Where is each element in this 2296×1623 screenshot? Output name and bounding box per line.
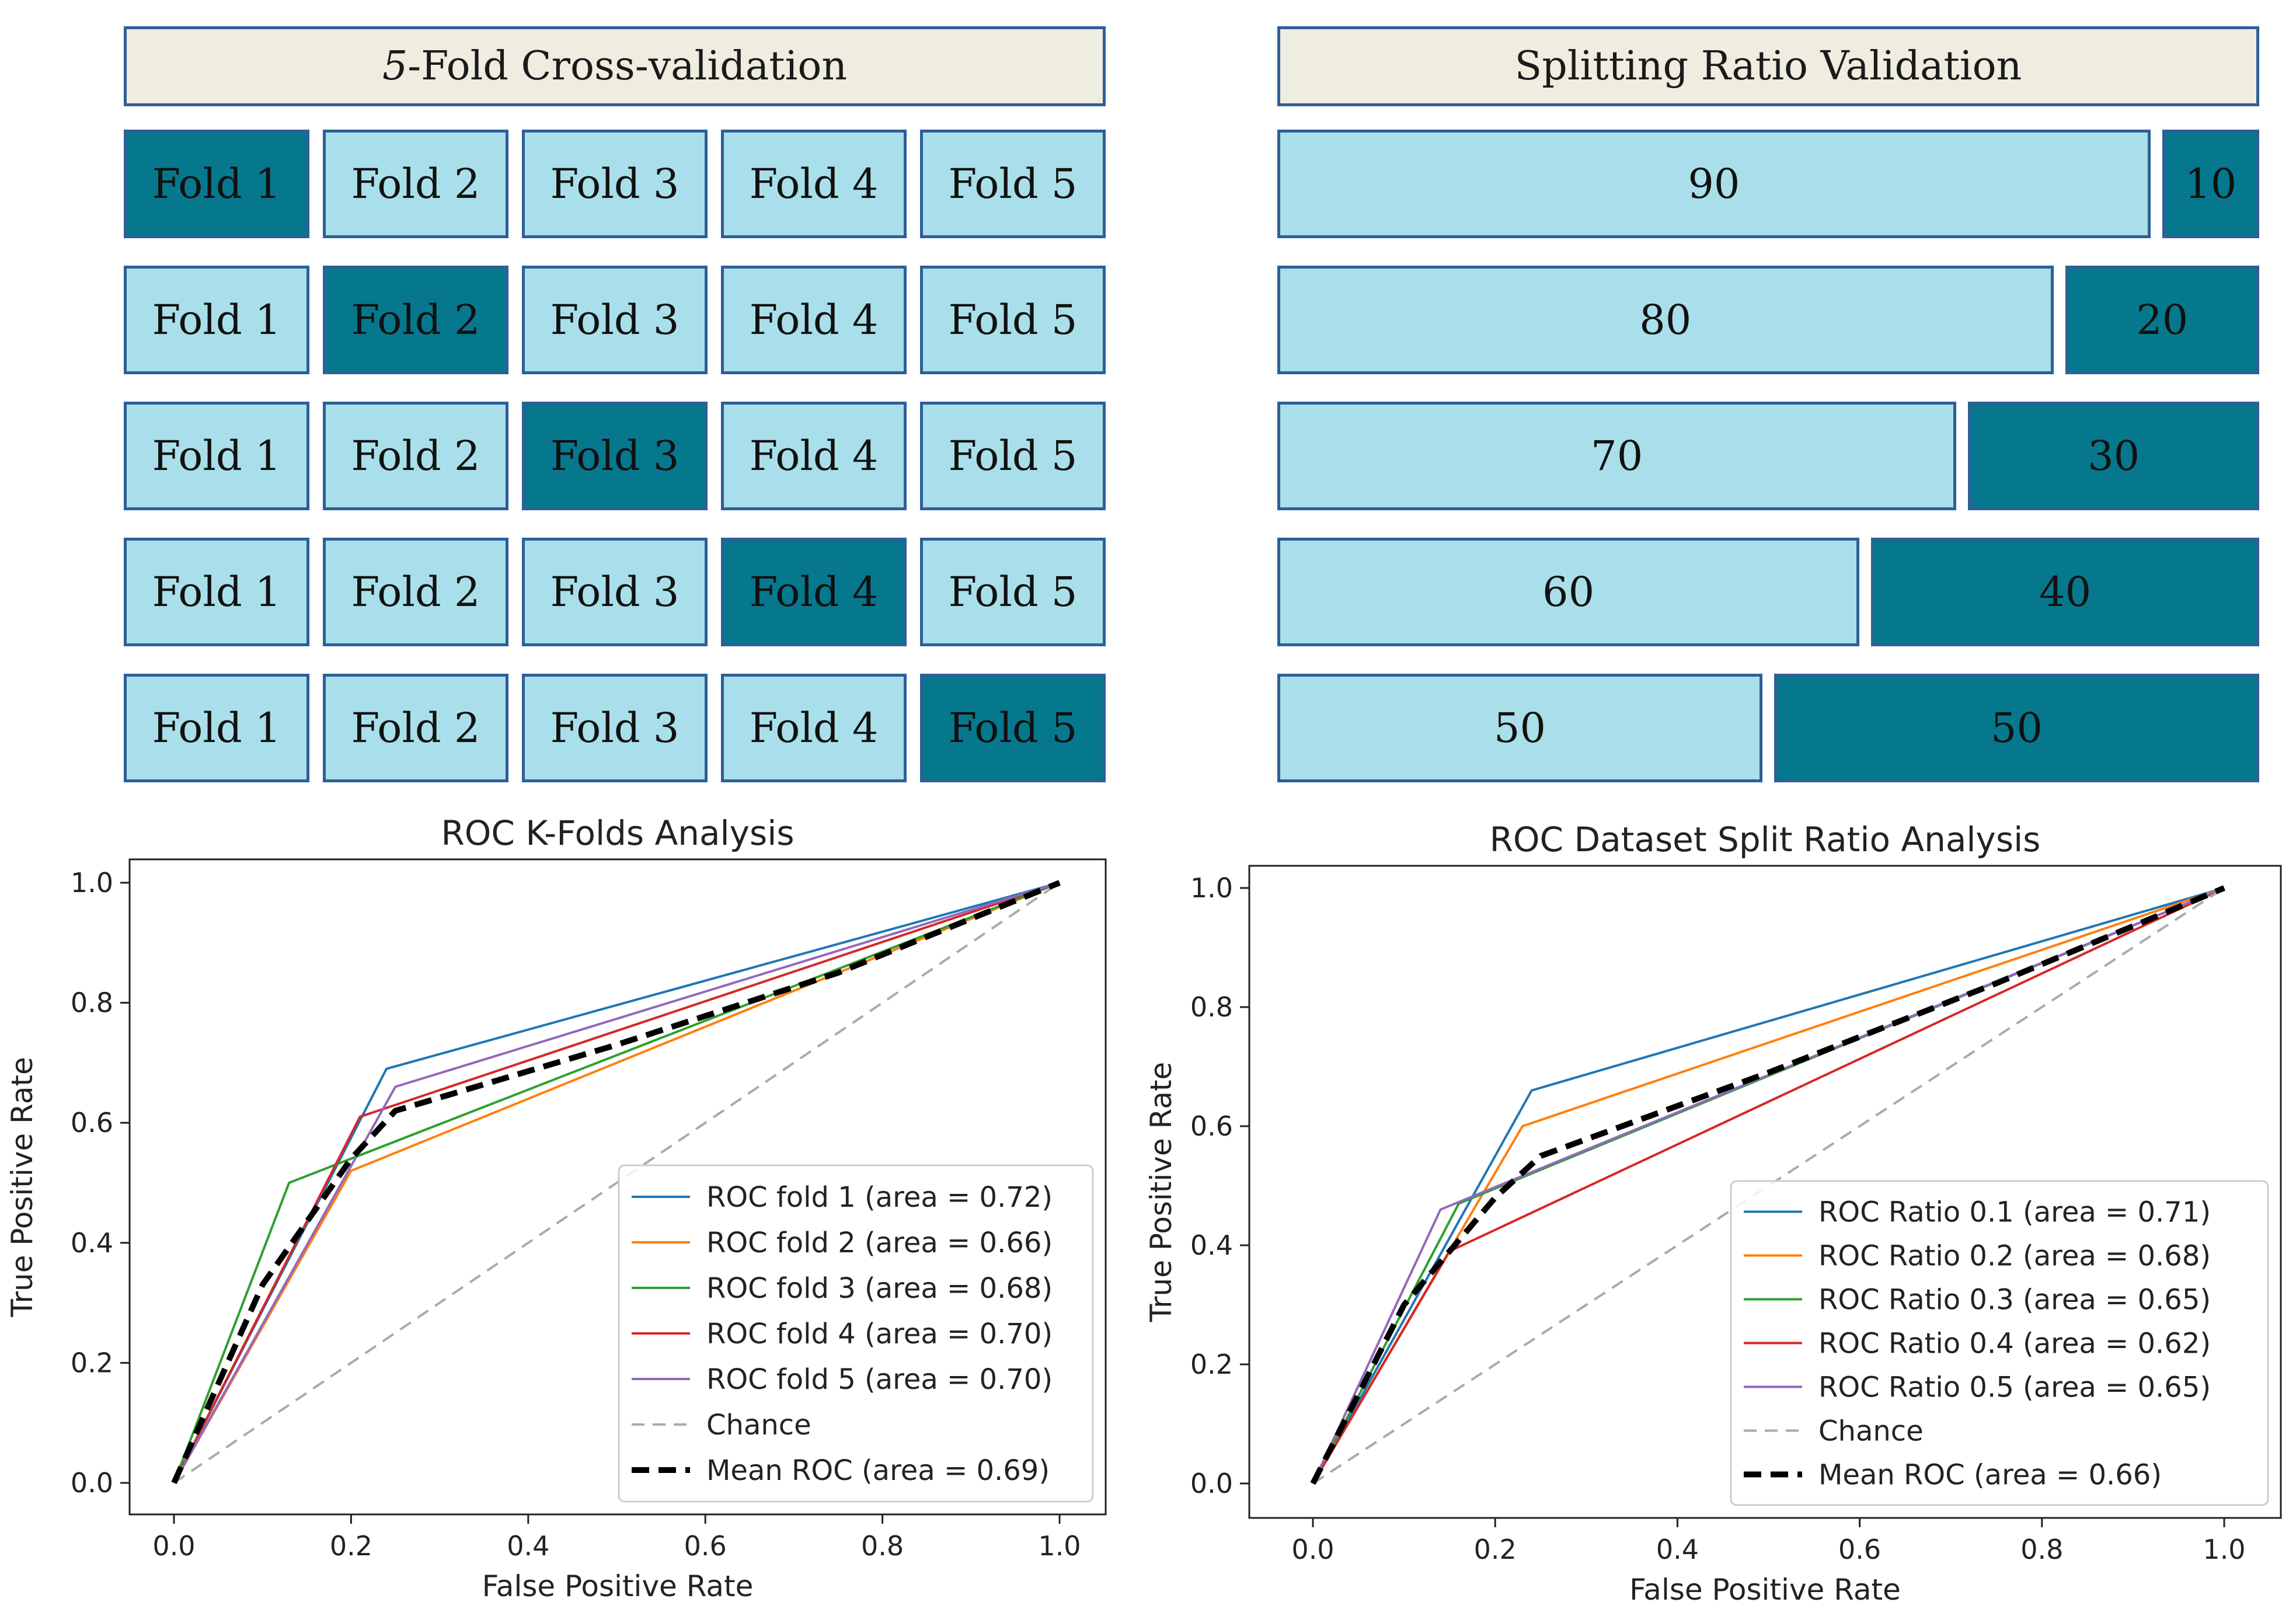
legend-entry-2: ROC fold 2 (area = 0.66) — [706, 1227, 1053, 1259]
fold-cell-r1-c1: Fold 1 — [124, 130, 309, 238]
roc-series-line-5 — [1312, 887, 2225, 1484]
fold-cell-r5-c4: Fold 4 — [721, 674, 907, 782]
x-tick-label: 1.0 — [2203, 1534, 2245, 1565]
fold-cell-r3-c2: Fold 2 — [323, 402, 508, 510]
y-axis-label: True Positive Rate — [1144, 1062, 1178, 1322]
split-test-bar-5: 50 — [1774, 674, 2259, 782]
split-test-bar-1: 10 — [2162, 130, 2259, 238]
split-train-bar-2: 80 — [1277, 266, 2054, 374]
y-tick-label: 0.0 — [1190, 1468, 1233, 1499]
fold-cell-r1-c2: Fold 2 — [323, 130, 508, 238]
x-tick-label: 0.6 — [1838, 1534, 1881, 1565]
fold-cell-r3-c1: Fold 1 — [124, 402, 309, 510]
legend-entry-1: ROC fold 1 (area = 0.72) — [706, 1181, 1053, 1214]
split-test-bar-4: 40 — [1871, 538, 2259, 646]
x-axis-label: False Positive Rate — [482, 1569, 754, 1603]
roc-series-line-1 — [1312, 887, 2225, 1484]
fold-cell-r4-c4: Fold 4 — [721, 538, 907, 646]
kfold-header-num: 5 — [382, 43, 408, 89]
x-tick-label: 1.0 — [1038, 1530, 1081, 1562]
legend-entry-2: ROC Ratio 0.2 (area = 0.68) — [1818, 1240, 2211, 1273]
fold-cell-r3-c5: Fold 5 — [920, 402, 1106, 510]
plot-frame — [128, 858, 1107, 1516]
fold-cell-r3-c4: Fold 4 — [721, 402, 907, 510]
fold-cell-r4-c5: Fold 5 — [920, 538, 1106, 646]
split-train-bar-3: 70 — [1277, 402, 1957, 510]
x-tick-label: 0.6 — [684, 1530, 727, 1562]
roc-split-chart: ROC Dataset Split Ratio Analysis 0.0 0.0 0.… — [1144, 820, 2282, 1607]
roc-series-line-7 — [1310, 885, 2225, 1485]
chart-legend: ROC fold 1 (area = 0.72) ROC fold 2 (area… — [618, 1164, 1094, 1503]
x-tick-label: 0.0 — [1291, 1534, 1334, 1565]
roc-series-line-6 — [173, 882, 1061, 1484]
x-tick-label: 0.0 — [152, 1530, 195, 1562]
legend-entry-5: ROC Ratio 0.5 (area = 0.65) — [1818, 1371, 2211, 1404]
fold-cell-r1-c4: Fold 4 — [721, 130, 907, 238]
y-tick-label: 1.0 — [71, 867, 113, 898]
y-tick-label: 0.2 — [1190, 1349, 1233, 1380]
y-tick-label: 0.6 — [71, 1107, 113, 1138]
fold-cell-r2-c3: Fold 3 — [522, 266, 708, 374]
fold-cell-r4-c3: Fold 3 — [522, 538, 708, 646]
legend-entry-4: ROC fold 4 (area = 0.70) — [706, 1318, 1053, 1350]
chart-title: ROC K-Folds Analysis — [441, 813, 794, 853]
y-axis-label: True Positive Rate — [5, 1057, 39, 1317]
legend-entry-6: Chance — [1818, 1415, 1924, 1448]
legend-entry-3: ROC Ratio 0.3 (area = 0.65) — [1818, 1284, 2211, 1316]
y-tick-label: 0.6 — [1190, 1110, 1233, 1142]
split-train-bar-4: 60 — [1277, 538, 1860, 646]
fold-cell-r5-c5: Fold 5 — [920, 674, 1106, 782]
legend-entry-7: Mean ROC (area = 0.66) — [1818, 1459, 2162, 1492]
fold-cell-r5-c1: Fold 1 — [124, 674, 309, 782]
roc-kfold-chart: ROC K-Folds Analysis 0.0 0.0 0.2 0.2 0.4 0.4 0.… — [5, 813, 1107, 1603]
legend-entry-5: ROC fold 5 (area = 0.70) — [706, 1363, 1053, 1396]
fold-cell-r3-c3: Fold 3 — [522, 402, 708, 510]
split-header: Splitting Ratio Validation — [1277, 26, 2259, 106]
fold-cell-r1-c5: Fold 5 — [920, 130, 1106, 238]
split-test-bar-2: 20 — [2065, 266, 2259, 374]
fold-cell-r5-c2: Fold 2 — [323, 674, 508, 782]
roc-series-line-4 — [173, 882, 1060, 1483]
kfold-header: 5 -Fold Cross-validation — [124, 26, 1106, 106]
x-tick-label: 0.8 — [2020, 1534, 2063, 1565]
x-tick-label: 0.8 — [861, 1530, 904, 1562]
chart-legend: ROC Ratio 0.1 (area = 0.71) ROC Ratio 0.2… — [1730, 1180, 2269, 1506]
fold-cell-r4-c2: Fold 2 — [323, 538, 508, 646]
split-test-bar-3: 30 — [1968, 402, 2259, 510]
kfold-header-text: -Fold Cross-validation — [407, 43, 848, 89]
plot-frame — [1248, 865, 2282, 1519]
y-tick-label: 1.0 — [1190, 872, 1233, 904]
roc-series-line-6 — [1312, 887, 2225, 1485]
y-tick-label: 0.2 — [71, 1347, 113, 1378]
fold-cell-r2-c2: Fold 2 — [323, 266, 508, 374]
roc-series-line-5 — [173, 882, 1060, 1483]
legend-entry-1: ROC Ratio 0.1 (area = 0.71) — [1818, 1196, 2211, 1229]
y-tick-label: 0.0 — [71, 1467, 113, 1499]
legend-box — [1730, 1180, 2269, 1506]
legend-box — [618, 1164, 1094, 1503]
y-tick-label: 0.8 — [1190, 991, 1233, 1023]
x-tick-label: 0.2 — [330, 1530, 372, 1562]
chart-title: ROC Dataset Split Ratio Analysis — [1490, 820, 2041, 859]
fold-cell-r2-c4: Fold 4 — [721, 266, 907, 374]
x-tick-label: 0.4 — [1656, 1534, 1699, 1565]
fold-cell-r2-c5: Fold 5 — [920, 266, 1106, 374]
y-tick-label: 0.8 — [71, 987, 113, 1019]
legend-entry-3: ROC fold 3 (area = 0.68) — [706, 1272, 1053, 1305]
fold-cell-r4-c1: Fold 1 — [124, 538, 309, 646]
legend-entry-6: Chance — [706, 1409, 811, 1441]
x-tick-label: 0.4 — [507, 1530, 549, 1562]
x-tick-label: 0.2 — [1474, 1534, 1517, 1565]
split-train-bar-5: 50 — [1277, 674, 1762, 782]
y-tick-label: 0.4 — [71, 1227, 113, 1259]
fold-cell-r1-c3: Fold 3 — [522, 130, 708, 238]
split-train-bar-1: 90 — [1277, 130, 2151, 238]
fold-cell-r5-c3: Fold 3 — [522, 674, 708, 782]
y-tick-label: 0.4 — [1190, 1230, 1233, 1261]
roc-series-line-7 — [171, 880, 1061, 1485]
legend-entry-4: ROC Ratio 0.4 (area = 0.62) — [1818, 1328, 2211, 1360]
legend-entry-7: Mean ROC (area = 0.69) — [706, 1454, 1050, 1487]
fold-cell-r2-c1: Fold 1 — [124, 266, 309, 374]
x-axis-label: False Positive Rate — [1629, 1573, 1901, 1607]
